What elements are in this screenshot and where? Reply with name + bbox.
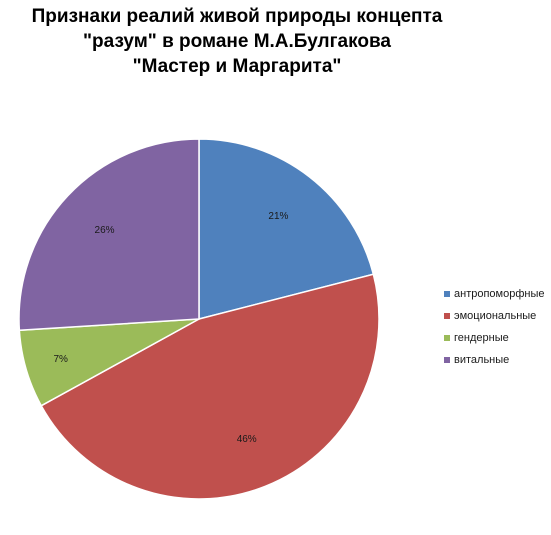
slice-data-label: 46% xyxy=(237,434,257,445)
pie-slice-4 xyxy=(18,138,200,332)
slice-data-label: 26% xyxy=(95,225,115,236)
legend-label: антропоморфные xyxy=(454,288,545,300)
legend-label: эмоциональные xyxy=(454,310,537,322)
legend-swatch xyxy=(444,335,450,341)
slice-data-label: 7% xyxy=(53,354,68,365)
legend-swatch xyxy=(444,357,450,363)
legend-item: антропоморфные xyxy=(444,283,545,305)
legend-label: гендерные xyxy=(454,332,509,344)
legend-label: витальные xyxy=(454,354,510,366)
chart-title-line-2: "разум" в романе М.А.Булгакова xyxy=(83,31,391,52)
slice-data-label: 21% xyxy=(268,211,288,222)
pie-slice-1 xyxy=(198,138,375,320)
legend-swatch xyxy=(444,313,450,319)
legend-item: витальные xyxy=(444,349,545,371)
legend-swatch xyxy=(444,291,450,297)
legend-item: гендерные xyxy=(444,327,545,349)
chart-title-line-1: Признаки реалий живой природы концепта xyxy=(31,6,443,27)
chart-title: Признаки реалий живой природы концепта "… xyxy=(0,4,474,79)
pie-slice-2 xyxy=(40,273,380,500)
legend-item: эмоциональные xyxy=(444,305,545,327)
chart-legend: антропоморфные эмоциональные гендерные вита… xyxy=(444,283,545,371)
chart-title-line-3: "Мастер и Маргарита" xyxy=(132,56,342,77)
